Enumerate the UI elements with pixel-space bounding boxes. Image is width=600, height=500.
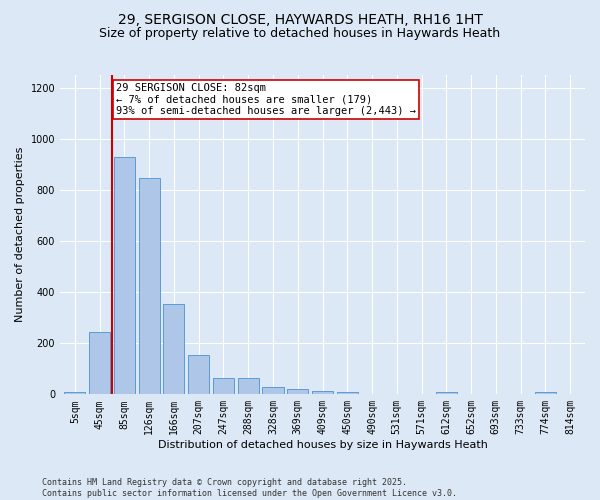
Bar — [64, 392, 85, 394]
Bar — [163, 304, 184, 394]
Bar — [114, 156, 135, 394]
Y-axis label: Number of detached properties: Number of detached properties — [15, 147, 25, 322]
Bar — [139, 178, 160, 394]
Bar — [337, 392, 358, 394]
Bar — [436, 392, 457, 394]
Bar — [238, 378, 259, 394]
Text: Size of property relative to detached houses in Haywards Heath: Size of property relative to detached ho… — [100, 28, 500, 40]
Text: 29, SERGISON CLOSE, HAYWARDS HEATH, RH16 1HT: 29, SERGISON CLOSE, HAYWARDS HEATH, RH16… — [118, 12, 482, 26]
Text: Contains HM Land Registry data © Crown copyright and database right 2025.
Contai: Contains HM Land Registry data © Crown c… — [42, 478, 457, 498]
Bar — [287, 389, 308, 394]
Bar — [89, 332, 110, 394]
Text: 29 SERGISON CLOSE: 82sqm
← 7% of detached houses are smaller (179)
93% of semi-d: 29 SERGISON CLOSE: 82sqm ← 7% of detache… — [116, 83, 416, 116]
Bar — [535, 392, 556, 394]
Bar — [312, 392, 333, 394]
Bar — [262, 386, 284, 394]
Bar — [188, 354, 209, 395]
X-axis label: Distribution of detached houses by size in Haywards Heath: Distribution of detached houses by size … — [158, 440, 487, 450]
Bar — [213, 378, 234, 394]
